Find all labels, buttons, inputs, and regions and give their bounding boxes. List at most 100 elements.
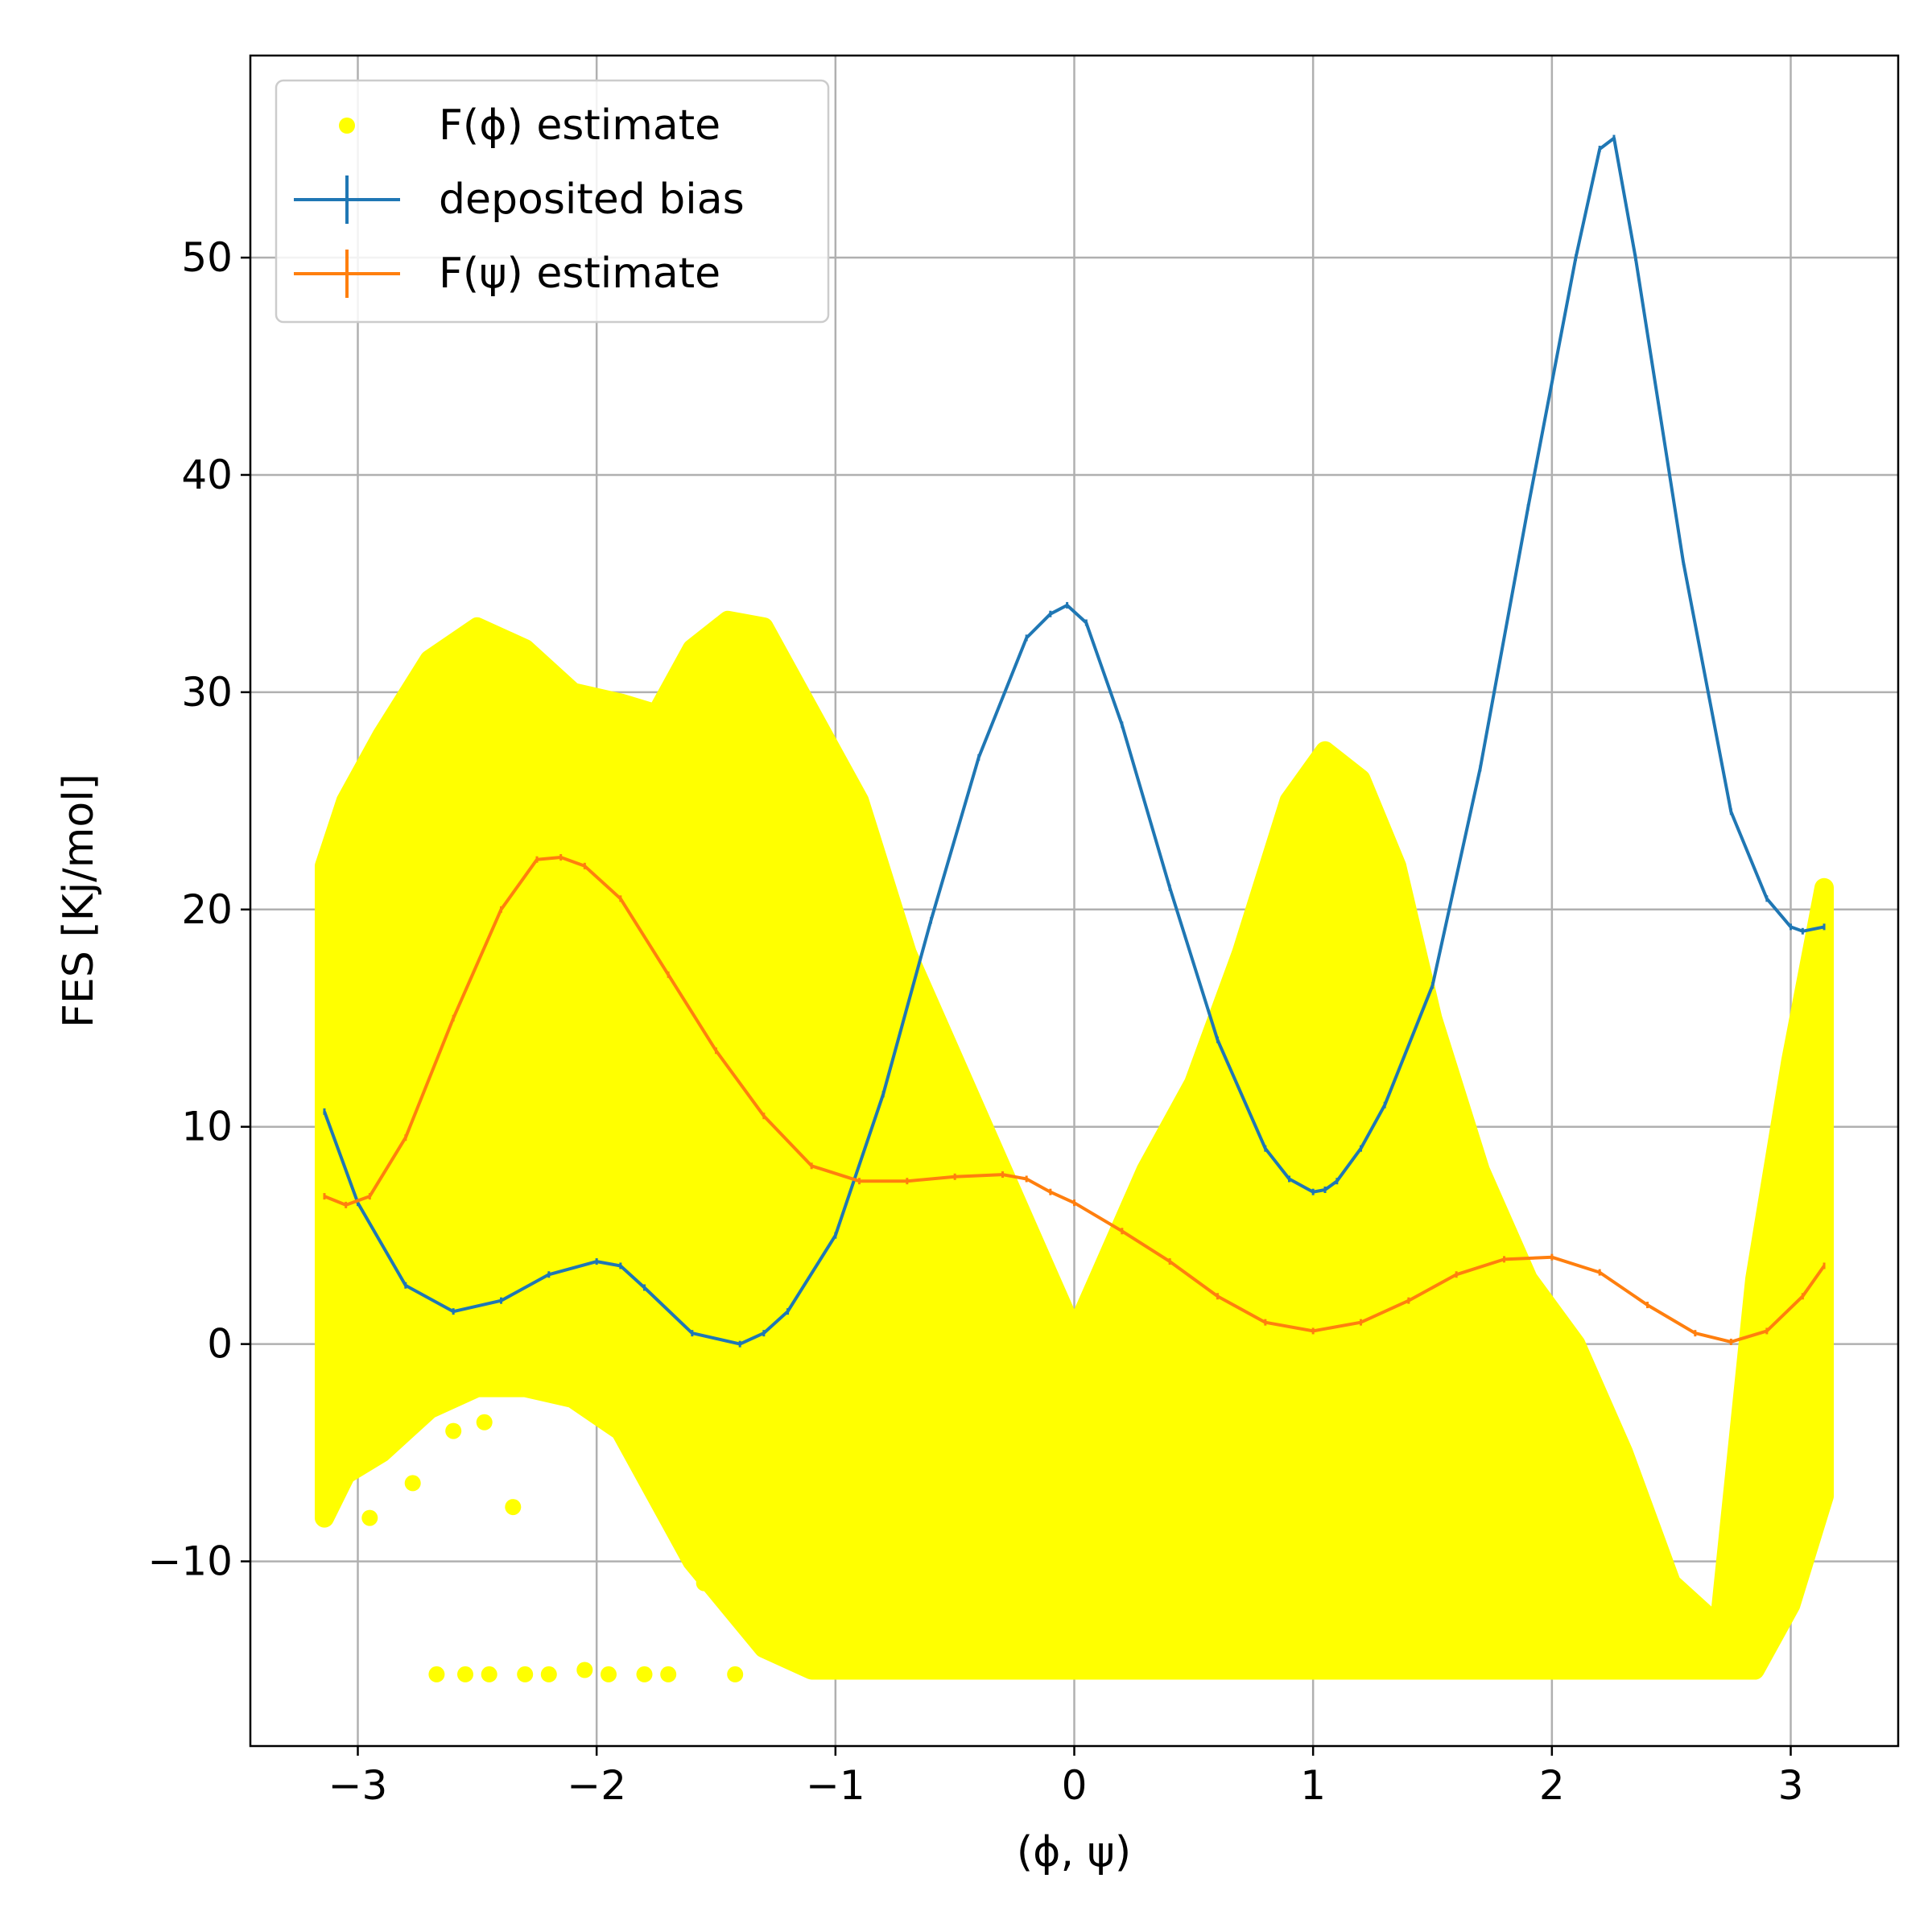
phi-scatter-point bbox=[1103, 1395, 1119, 1412]
phi-scatter-point bbox=[1311, 1106, 1328, 1123]
phi-scatter-point bbox=[1165, 1278, 1182, 1294]
phi-scatter-point bbox=[589, 1240, 605, 1257]
phi-scatter-point bbox=[533, 967, 550, 984]
phi-scatter-point bbox=[1212, 1596, 1229, 1612]
phi-scatter-point bbox=[1314, 1083, 1331, 1100]
phi-scatter-point bbox=[1237, 1157, 1254, 1174]
phi-scatter-point bbox=[1354, 1260, 1371, 1277]
phi-scatter-point bbox=[922, 1266, 939, 1283]
phi-scatter-point bbox=[504, 673, 521, 690]
phi-scatter-point bbox=[1273, 829, 1289, 846]
phi-scatter-point bbox=[778, 737, 795, 753]
phi-scatter-point bbox=[411, 1121, 427, 1137]
phi-scatter-point bbox=[1534, 1442, 1550, 1459]
phi-scatter-point bbox=[1142, 1215, 1159, 1232]
phi-scatter-point bbox=[923, 1245, 939, 1262]
phi-scatter-point bbox=[1172, 1571, 1189, 1587]
phi-scatter-point bbox=[549, 1030, 565, 1046]
phi-scatter-point bbox=[530, 1084, 547, 1100]
phi-scatter-point bbox=[421, 878, 438, 895]
phi-scatter-outlier bbox=[457, 1666, 473, 1682]
phi-scatter-point bbox=[1602, 1587, 1619, 1604]
phi-scatter-point bbox=[1061, 1490, 1078, 1507]
phi-scatter-point bbox=[418, 1051, 435, 1067]
phi-scatter-outlier bbox=[445, 1422, 462, 1439]
phi-scatter-point bbox=[1088, 1433, 1104, 1450]
phi-scatter-point bbox=[863, 1309, 879, 1326]
phi-scatter-point bbox=[1038, 1484, 1055, 1501]
phi-scatter-point bbox=[1037, 1313, 1053, 1330]
phi-scatter-point bbox=[332, 1312, 349, 1329]
phi-scatter-point bbox=[798, 1002, 815, 1019]
phi-scatter-point bbox=[641, 1195, 658, 1212]
phi-scatter-point bbox=[489, 1059, 506, 1076]
phi-scatter-point bbox=[1711, 1612, 1728, 1629]
phi-scatter-point bbox=[1802, 1385, 1819, 1402]
phi-scatter-point bbox=[653, 1031, 670, 1048]
phi-scatter-point bbox=[1292, 1151, 1309, 1168]
phi-scatter-point bbox=[1383, 1169, 1400, 1186]
phi-scatter-point bbox=[752, 1446, 769, 1463]
phi-scatter-point bbox=[1456, 1492, 1473, 1509]
phi-scatter-point bbox=[371, 1348, 388, 1365]
phi-scatter-point bbox=[398, 1389, 415, 1406]
phi-scatter-point bbox=[675, 1066, 691, 1083]
phi-scatter-point bbox=[1203, 1322, 1220, 1339]
phi-scatter-point bbox=[628, 1144, 645, 1161]
phi-scatter-point bbox=[870, 1407, 887, 1424]
phi-scatter-point bbox=[390, 1082, 407, 1099]
phi-scatter-point bbox=[991, 1272, 1008, 1289]
phi-scatter-point bbox=[1451, 1457, 1468, 1474]
phi-scatter-point bbox=[1786, 1119, 1803, 1136]
phi-scatter-point bbox=[1001, 1420, 1018, 1437]
phi-scatter-point bbox=[1136, 1461, 1153, 1478]
phi-scatter-point bbox=[1256, 1324, 1273, 1341]
phi-scatter-cloud bbox=[315, 610, 1834, 1680]
phi-scatter-point bbox=[561, 1085, 578, 1102]
phi-scatter-point bbox=[496, 834, 513, 850]
phi-scatter-point bbox=[1339, 903, 1356, 920]
phi-scatter-point bbox=[908, 1236, 925, 1253]
phi-scatter-point bbox=[1427, 1598, 1444, 1615]
phi-scatter-point bbox=[908, 1365, 925, 1382]
phi-scatter-point bbox=[1554, 1498, 1571, 1515]
phi-scatter-point bbox=[1278, 980, 1294, 997]
phi-scatter-point bbox=[1335, 1138, 1352, 1154]
phi-scatter-point bbox=[792, 1375, 809, 1392]
phi-scatter-point bbox=[776, 1621, 793, 1638]
phi-scatter-point bbox=[431, 1199, 448, 1216]
phi-scatter-point bbox=[1751, 1554, 1768, 1571]
legend-label-psi: F(ψ) estimate bbox=[439, 250, 720, 298]
phi-scatter-point bbox=[1777, 1443, 1793, 1459]
phi-scatter-point bbox=[752, 1396, 769, 1413]
phi-scatter-point bbox=[471, 830, 487, 847]
phi-scatter-point bbox=[1655, 1657, 1672, 1674]
phi-scatter-point bbox=[1188, 1096, 1205, 1113]
phi-scatter-point bbox=[1395, 1542, 1412, 1558]
phi-scatter-point bbox=[1365, 1051, 1382, 1068]
phi-scatter-point bbox=[431, 1389, 448, 1406]
x-tick-label: −2 bbox=[567, 1762, 626, 1809]
phi-scatter-point bbox=[1482, 1298, 1499, 1315]
phi-scatter-point bbox=[486, 894, 503, 911]
phi-scatter-point bbox=[1607, 1446, 1624, 1463]
phi-scatter-point bbox=[1206, 1379, 1223, 1396]
phi-scatter-point bbox=[1658, 1640, 1675, 1656]
phi-scatter-point bbox=[861, 1507, 878, 1524]
y-tick-label: 0 bbox=[207, 1321, 233, 1368]
phi-scatter-point bbox=[512, 869, 529, 886]
phi-scatter-point bbox=[337, 910, 354, 927]
phi-scatter-point bbox=[1622, 1574, 1639, 1591]
phi-scatter-point bbox=[1475, 1408, 1491, 1425]
phi-scatter-point bbox=[1508, 1546, 1525, 1563]
phi-scatter-point bbox=[1012, 1209, 1029, 1226]
phi-scatter-point bbox=[924, 1356, 941, 1373]
phi-scatter-point bbox=[1164, 1290, 1181, 1307]
phi-scatter-point bbox=[1108, 1259, 1125, 1276]
phi-scatter-point bbox=[750, 971, 767, 988]
phi-scatter-point bbox=[1061, 1443, 1078, 1459]
phi-scatter-point bbox=[417, 1137, 434, 1154]
phi-scatter-point bbox=[1039, 1587, 1056, 1604]
phi-scatter-point bbox=[947, 1252, 964, 1269]
psi-series-line bbox=[324, 856, 1826, 1344]
